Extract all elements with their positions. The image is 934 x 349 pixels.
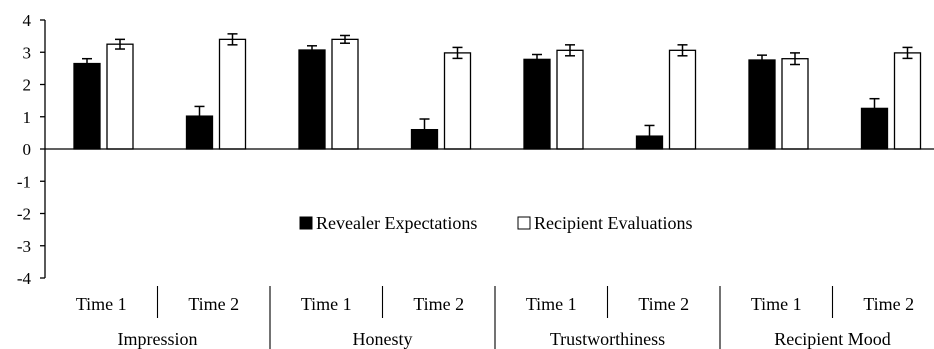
x-group-label: Honesty	[353, 329, 413, 349]
x-subcategory-label: Time 2	[188, 294, 239, 314]
x-subcategory-label: Time 2	[863, 294, 914, 314]
error-bars	[82, 33, 913, 148]
bar-recipient-evaluations	[668, 49, 697, 150]
y-tick-label: 0	[23, 140, 32, 159]
x-axis: Time 1 Time 2 Time 1 Time 2 Time 1 Time 2 Time…	[45, 148, 934, 349]
y-tick-label: 4	[23, 11, 32, 30]
bar-recipient-evaluations	[106, 43, 134, 150]
y-tick-label: -3	[17, 237, 31, 256]
y-tick-label: -1	[17, 172, 31, 191]
legend-label-recipient-evaluations: Recipient Evaluations	[534, 213, 692, 233]
y-tick-label: -4	[17, 269, 32, 288]
x-subcategory-label: Time 1	[751, 294, 802, 314]
bar-revealer-expectations	[298, 49, 326, 150]
legend: Revealer Expectations Recipient Evaluati…	[299, 213, 692, 233]
y-axis: 4 3 2 1 0 -1 -2 -3 -4	[17, 11, 46, 288]
x-subcategory-label: Time 1	[76, 294, 127, 314]
bar-recipient-evaluations	[781, 58, 809, 150]
legend-label-revealer-expectations: Revealer Expectations	[316, 213, 477, 233]
x-subcategory-label: Time 1	[301, 294, 352, 314]
bar-recipient-evaluations	[556, 49, 584, 150]
bar-recipient-evaluations	[331, 38, 359, 150]
bar-recipient-evaluations	[893, 52, 922, 150]
bar-revealer-expectations	[748, 59, 776, 150]
bar-revealer-expectations	[523, 58, 551, 150]
legend-swatch-recipient-evaluations	[517, 216, 531, 230]
x-subcategory-label: Time 2	[413, 294, 464, 314]
x-group-label: Trustworthiness	[550, 329, 665, 349]
y-tick-label: 2	[23, 76, 32, 95]
x-group-label: Impression	[118, 329, 198, 349]
bar-revealer-expectations	[73, 62, 101, 150]
bars	[73, 38, 922, 150]
x-group-label: Recipient Mood	[774, 329, 890, 349]
y-tick-label: -2	[17, 205, 31, 224]
y-tick-label: 3	[23, 43, 32, 62]
legend-swatch-revealer-expectations	[299, 216, 313, 230]
y-tick-label: 1	[23, 108, 32, 127]
x-subcategory-label: Time 1	[526, 294, 577, 314]
bar-recipient-evaluations	[443, 52, 472, 150]
x-subcategory-label: Time 2	[638, 294, 689, 314]
bar-recipient-evaluations	[218, 38, 247, 150]
